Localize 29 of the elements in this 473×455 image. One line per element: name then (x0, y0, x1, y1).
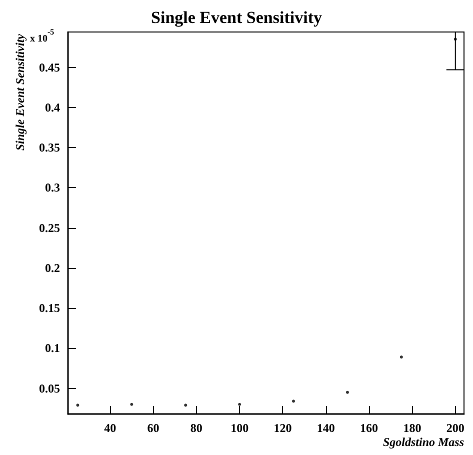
chart-title: Single Event Sensitivity (151, 8, 322, 27)
point (292, 400, 296, 403)
y-tick-label: 0.3 (45, 180, 60, 195)
y-tick-label: 0.1 (45, 341, 60, 356)
y-axis-title: Single Event Sensitivity (13, 33, 27, 151)
point (346, 390, 349, 394)
y-tick-label: 0.2 (45, 260, 60, 275)
x-tick-label: 80 (190, 421, 202, 435)
x-tick-label: 100 (230, 421, 249, 435)
point (400, 356, 403, 359)
x-tick-label: 120 (274, 421, 292, 435)
x-tick-label: 160 (360, 421, 378, 435)
y-tick-label: 0.15 (39, 301, 60, 316)
y-tick-label: 0.25 (39, 220, 60, 235)
y-tick-label: 0.35 (39, 140, 60, 155)
point (184, 404, 188, 407)
x-tick-label: 60 (147, 421, 160, 435)
y-tick-label: 0.05 (39, 381, 60, 396)
x-axis-title: Sgoldstino Mass (382, 435, 464, 449)
point (454, 38, 457, 41)
point (76, 404, 80, 407)
y-tick-label: 0.45 (39, 60, 60, 74)
x-tick-label: 40 (104, 421, 116, 435)
x-tick-label: 140 (316, 421, 335, 435)
point (238, 402, 242, 406)
point (130, 402, 134, 406)
x-tick-label: 200 (446, 421, 464, 435)
x-tick-label: 180 (403, 421, 422, 435)
y-tick-label: 0.4 (45, 100, 60, 114)
